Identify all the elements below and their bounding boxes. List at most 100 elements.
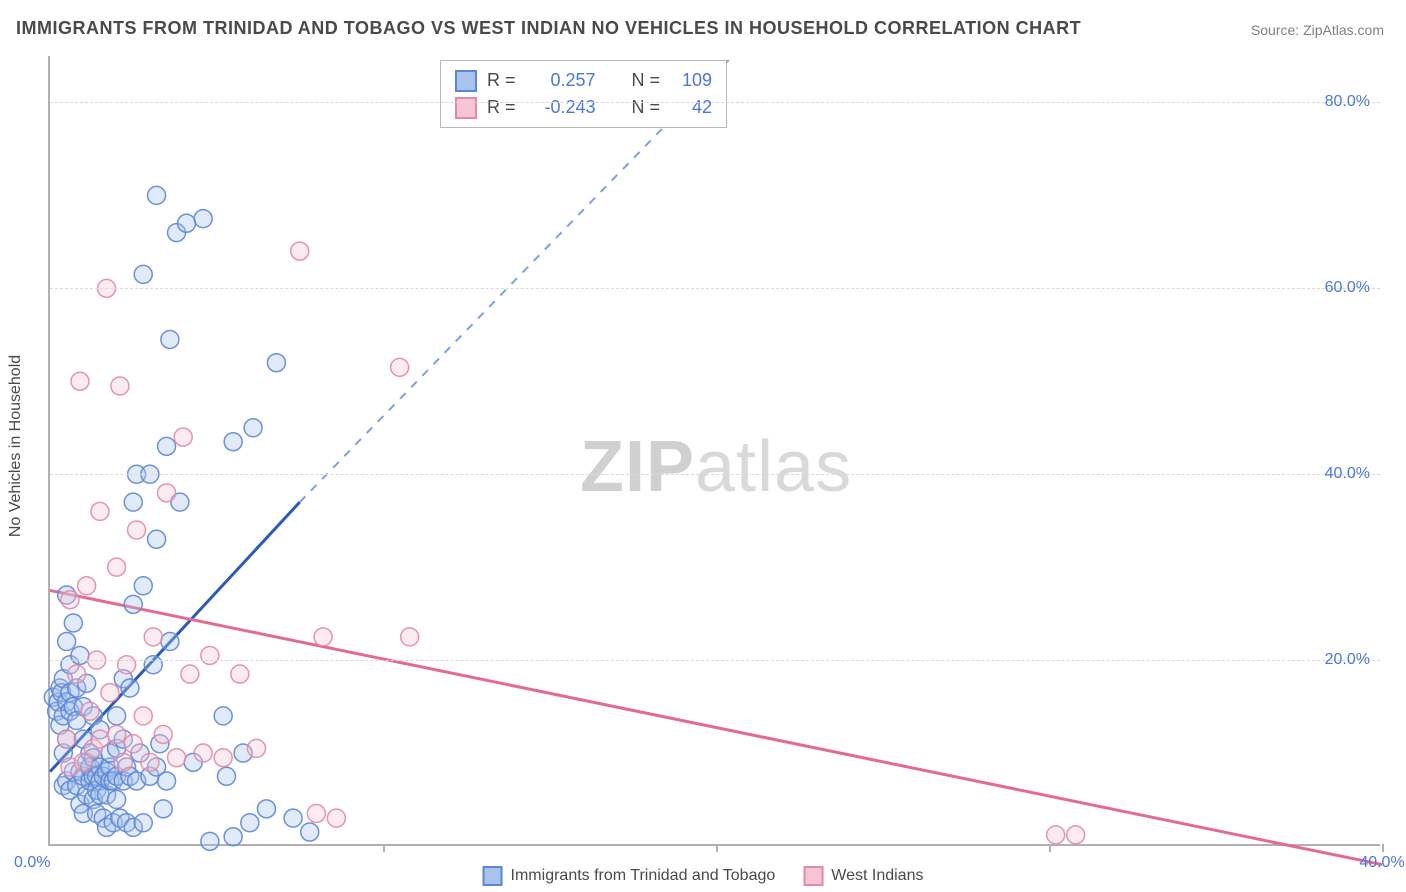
y-tick-label: 60.0% [1325,279,1370,297]
data-point [214,707,232,725]
x-tick-label: 40.0% [1359,854,1404,872]
x-tick [716,844,718,852]
r-label: R = [487,67,516,94]
legend-label-2: West Indians [831,867,923,885]
data-point [174,428,192,446]
r-value-2: -0.243 [526,94,596,121]
data-point [71,372,89,390]
data-point [201,646,219,664]
data-point [101,684,119,702]
gridline [50,474,1380,475]
data-point [161,633,179,651]
data-point [58,633,76,651]
data-point [114,753,132,771]
y-tick-label: 80.0% [1325,93,1370,111]
data-point [154,725,172,743]
x-tick [1049,844,1051,852]
data-point [158,437,176,455]
data-point [244,419,262,437]
data-point [224,433,242,451]
n-label: N = [632,67,661,94]
x-tick [1382,844,1384,852]
data-point [158,484,176,502]
plot-svg [50,56,1380,844]
n-value-2: 42 [670,94,712,121]
data-point [108,725,126,743]
swatch-series-1 [455,70,477,92]
data-point [284,809,302,827]
data-point [148,186,166,204]
data-point [291,242,309,260]
data-point [201,832,219,850]
data-point [181,665,199,683]
legend-item-2: West Indians [803,866,923,886]
data-point [108,791,126,809]
data-point [267,354,285,372]
data-point [68,665,86,683]
data-point [224,828,242,846]
data-point [158,772,176,790]
data-point [391,358,409,376]
data-point [327,809,345,827]
data-point [301,823,319,841]
data-point [144,656,162,674]
y-axis-label: No Vehicles in Household [7,355,25,537]
data-point [141,753,159,771]
stats-legend: R = 0.257 N = 109 R = -0.243 N = 42 [440,60,727,128]
y-tick-label: 40.0% [1325,465,1370,483]
gridline [50,660,1380,661]
plot-area: ZIPatlas R = 0.257 N = 109 R = -0.243 N … [48,56,1380,846]
data-point [71,646,89,664]
swatch-series-2 [455,97,477,119]
n-value-1: 109 [670,67,712,94]
x-tick-label: 0.0% [14,854,50,872]
data-point [91,730,109,748]
data-point [231,665,249,683]
data-point [144,628,162,646]
chart-title: IMMIGRANTS FROM TRINIDAD AND TOBAGO VS W… [16,18,1081,39]
n-label: N = [632,94,661,121]
data-point [64,614,82,632]
data-point [1067,826,1085,844]
source-label: Source: ZipAtlas.com [1251,22,1384,38]
data-point [161,330,179,348]
r-label: R = [487,94,516,121]
legend-item-1: Immigrants from Trinidad and Tobago [483,866,776,886]
data-point [134,707,152,725]
legend-label-1: Immigrants from Trinidad and Tobago [511,867,776,885]
data-point [178,214,196,232]
bottom-legend: Immigrants from Trinidad and Tobago West… [483,866,924,886]
data-point [148,530,166,548]
data-point [134,577,152,595]
data-point [314,628,332,646]
swatch-series-1 [483,866,503,886]
data-point [121,679,139,697]
stats-legend-row: R = -0.243 N = 42 [455,94,712,121]
r-value-1: 0.257 [526,67,596,94]
data-point [154,800,172,818]
data-point [247,739,265,757]
data-point [214,749,232,767]
data-point [257,800,275,818]
data-point [134,814,152,832]
data-point [1047,826,1065,844]
data-point [111,377,129,395]
gridline [50,288,1380,289]
data-point [168,749,186,767]
data-point [81,702,99,720]
data-point [58,730,76,748]
swatch-series-2 [803,866,823,886]
data-point [78,577,96,595]
data-point [108,707,126,725]
data-point [91,502,109,520]
data-point [194,744,212,762]
data-point [124,493,142,511]
data-point [134,265,152,283]
data-point [217,767,235,785]
data-point [128,521,146,539]
data-point [307,804,325,822]
data-point [194,210,212,228]
y-tick-label: 20.0% [1325,651,1370,669]
data-point [241,814,259,832]
data-point [124,595,142,613]
